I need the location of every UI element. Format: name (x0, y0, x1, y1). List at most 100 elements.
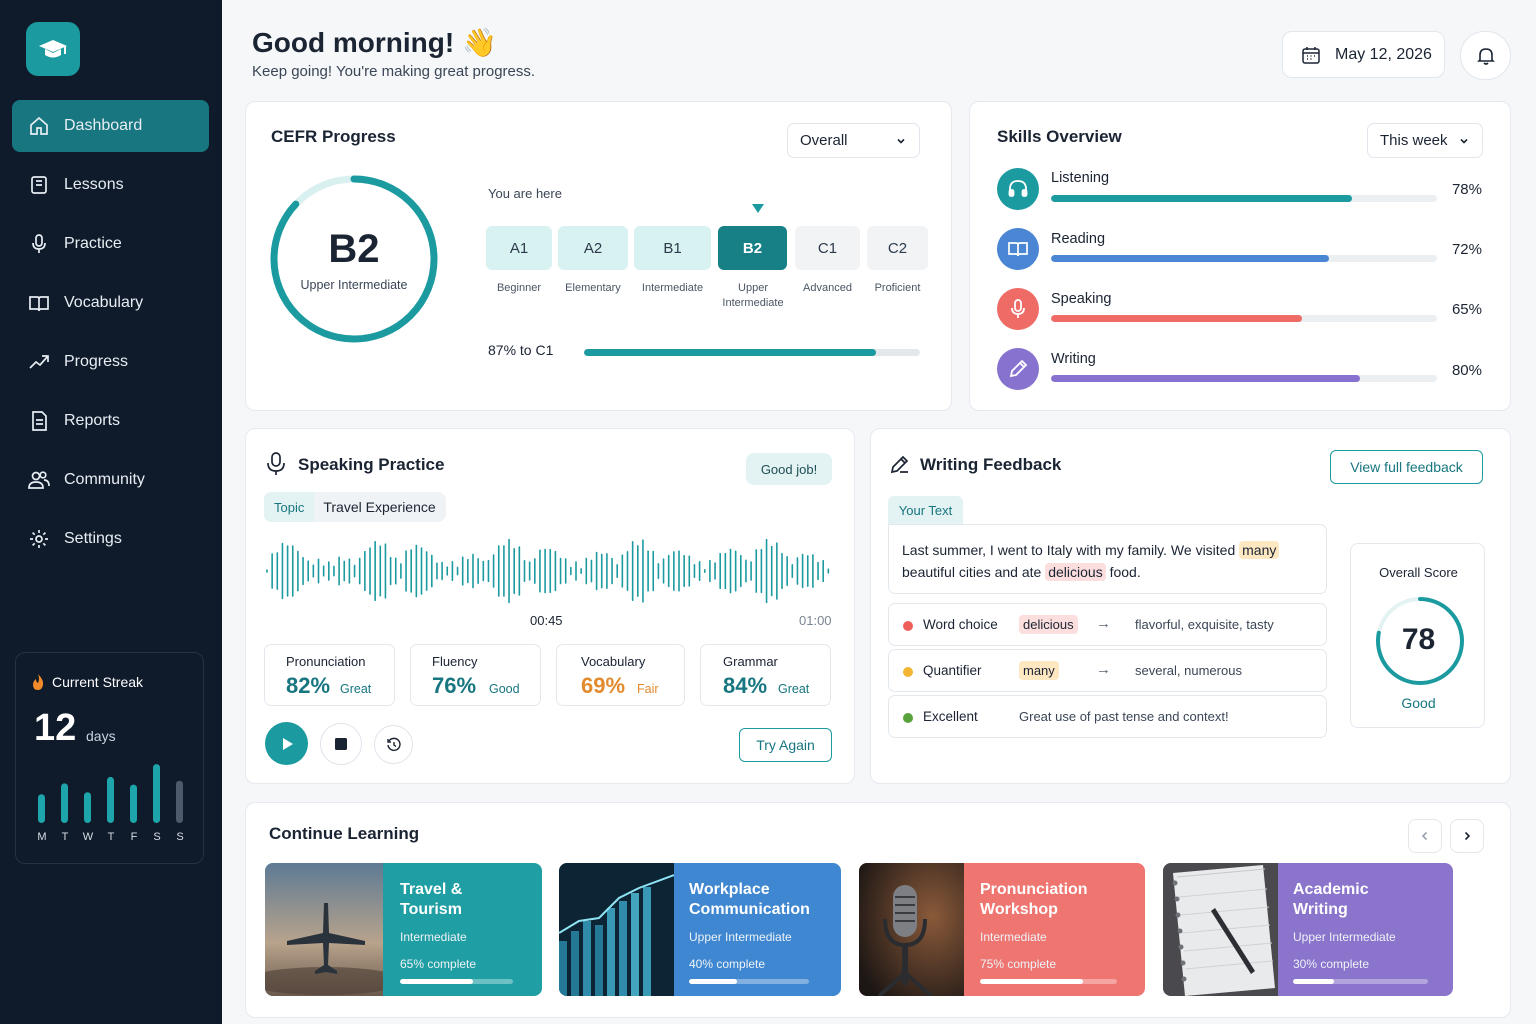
cefr-progress-fill (584, 349, 877, 356)
feedback-row-word-choice[interactable]: Word choice delicious → flavorful, exqui… (888, 603, 1327, 646)
course-level: Intermediate (400, 930, 467, 944)
cefr-filter-value: Overall (800, 132, 848, 149)
highlight-many[interactable]: many (1239, 541, 1280, 559)
cefr-filter-select[interactable]: Overall (787, 123, 920, 158)
view-full-feedback-button[interactable]: View full feedback (1330, 450, 1483, 484)
stop-button[interactable] (320, 723, 362, 765)
streak-day-label: S (153, 831, 160, 843)
sidebar-item-settings[interactable]: Settings (12, 513, 209, 565)
cefr-progress-text: 87% to C1 (488, 342, 554, 358)
logo[interactable] (26, 22, 80, 76)
audio-waveform[interactable] (265, 535, 832, 607)
severity-dot (903, 667, 913, 677)
sidebar-item-community[interactable]: Community (12, 454, 209, 506)
your-text-tab: Your Text (888, 496, 963, 525)
sidebar-item-progress[interactable]: Progress (12, 336, 209, 388)
course-card-workplace[interactable]: Workplace Communication Upper Intermedia… (559, 863, 841, 996)
streak-bar (61, 783, 68, 823)
course-progress-fill (400, 979, 474, 984)
date-picker[interactable]: May 12, 2026 (1282, 31, 1445, 78)
level-c2[interactable]: C2 (867, 226, 928, 270)
notebook-pen-image (1163, 863, 1278, 996)
course-title: Travel & Tourism (400, 881, 463, 918)
continue-learning-title: Continue Learning (269, 824, 420, 843)
level-a1[interactable]: A1 (486, 226, 552, 270)
level-code: B1 (663, 239, 682, 257)
metric-quality: Great (778, 682, 810, 696)
greeting: Good morning! 👋 (252, 27, 497, 58)
streak-day-label: T (108, 831, 115, 843)
streak-card: Current Streak 12 days M T W T F S S (15, 652, 204, 864)
level-c1[interactable]: C1 (795, 226, 860, 270)
headphones-icon (997, 168, 1039, 210)
skill-bar-fill (1051, 315, 1302, 322)
studio-microphone-image (859, 863, 964, 996)
course-progress-text: 65% complete (400, 957, 477, 971)
skill-name: Listening (1051, 170, 1110, 186)
level-label: Proficient (874, 282, 921, 294)
level-b2[interactable]: B2 (718, 226, 787, 270)
sidebar-nav: Dashboard Lessons Practice Vocabulary Pr… (12, 100, 209, 572)
arrow-right-icon: → (1096, 661, 1111, 678)
course-level: Upper Intermediate (689, 930, 792, 944)
sidebar-item-dashboard[interactable]: Dashboard (12, 100, 209, 152)
sidebar-item-label: Dashboard (64, 117, 143, 134)
sidebar-item-vocabulary[interactable]: Vocabulary (12, 277, 209, 329)
graduation-cap-icon (39, 40, 67, 58)
feedback-row-excellent[interactable]: Excellent Great use of past tense and co… (888, 695, 1327, 738)
try-again-button[interactable]: Try Again (739, 728, 832, 762)
metric-quality: Great (340, 682, 372, 696)
skill-percent: 65% (1451, 301, 1482, 318)
level-a2[interactable]: A2 (558, 226, 628, 270)
play-button[interactable] (265, 722, 308, 765)
level-b1[interactable]: B1 (634, 226, 711, 270)
skill-name: Writing (1051, 351, 1096, 367)
skills-filter-select[interactable]: This week (1367, 123, 1483, 158)
sidebar-item-label: Community (64, 471, 145, 488)
current-level-name: Upper Intermediate (300, 278, 408, 292)
play-icon (282, 737, 293, 750)
sidebar-item-practice[interactable]: Practice (12, 218, 209, 270)
skill-percent: 80% (1451, 362, 1482, 379)
metric-label: Pronunciation (286, 654, 366, 669)
previous-button[interactable] (1408, 819, 1442, 853)
skill-bar-fill (1051, 255, 1329, 262)
good-job-badge: Good job! (746, 453, 832, 485)
skill-percent: 78% (1451, 181, 1482, 198)
feedback-suggestion: several, numerous (1135, 663, 1242, 678)
open-book-icon (28, 292, 50, 314)
streak-day-label: S (176, 831, 183, 843)
date-text: May 12, 2026 (1335, 45, 1432, 63)
stop-icon (335, 738, 347, 750)
course-progress-bar (980, 979, 1117, 984)
feedback-word: many (1019, 661, 1059, 680)
writing-feedback-card (870, 428, 1511, 784)
level-marker-icon (752, 204, 764, 213)
level-label: Elementary (565, 282, 621, 294)
course-card-travel[interactable]: Travel & Tourism Intermediate 65% comple… (265, 863, 542, 996)
sidebar-item-label: Progress (64, 353, 129, 370)
score-ring-progress (1376, 597, 1464, 685)
skill-bar-speaking (1051, 315, 1437, 322)
next-button[interactable] (1450, 819, 1484, 853)
restart-button[interactable] (374, 725, 413, 764)
skill-bar-fill (1051, 375, 1360, 382)
feedback-row-quantifier[interactable]: Quantifier many → several, numerous (888, 649, 1327, 692)
sidebar-item-reports[interactable]: Reports (12, 395, 209, 447)
course-card-pronunciation[interactable]: Pronunciation Workshop Intermediate 75% … (859, 863, 1145, 996)
course-title: Pronunciation Workshop (980, 881, 1088, 918)
level-code: B2 (742, 239, 763, 257)
skills-title: Skills Overview (997, 127, 1122, 146)
highlight-delicious[interactable]: delicious (1045, 563, 1106, 581)
severity-dot (903, 621, 913, 631)
sidebar-item-label: Lessons (64, 176, 124, 193)
streak-bar (153, 764, 160, 823)
sidebar-item-lessons[interactable]: Lessons (12, 159, 209, 211)
course-card-academic[interactable]: Academic Writing Upper Intermediate 30% … (1163, 863, 1453, 996)
notifications-button[interactable] (1460, 31, 1511, 80)
gear-icon (28, 528, 50, 550)
sidebar: Dashboard Lessons Practice Vocabulary Pr… (0, 0, 222, 1024)
chevron-down-icon (1460, 138, 1468, 144)
score-value: 78 (1401, 623, 1436, 656)
microphone-icon (28, 233, 50, 255)
